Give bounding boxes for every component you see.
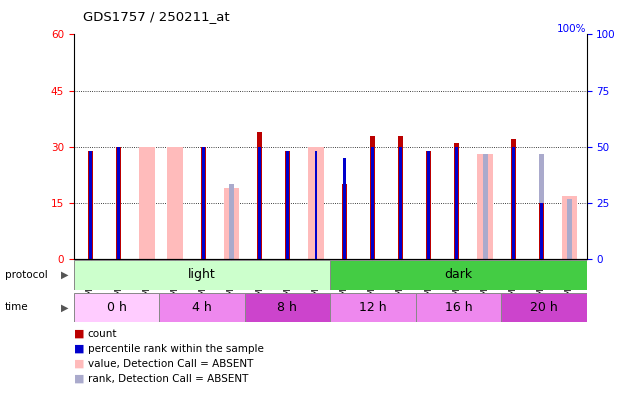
Bar bbox=[229, 184, 234, 259]
Bar bbox=[343, 158, 345, 259]
Bar bbox=[258, 147, 261, 259]
Bar bbox=[540, 203, 543, 259]
Bar bbox=[539, 154, 544, 259]
Bar bbox=[501, 293, 587, 322]
Text: 100%: 100% bbox=[557, 24, 587, 34]
Bar bbox=[315, 151, 317, 259]
Text: 0 h: 0 h bbox=[106, 301, 126, 314]
Bar bbox=[74, 260, 330, 290]
Text: ■: ■ bbox=[74, 374, 84, 384]
Bar bbox=[202, 147, 204, 259]
Bar bbox=[512, 147, 515, 259]
Bar bbox=[89, 151, 92, 259]
Bar bbox=[287, 151, 289, 259]
Bar bbox=[201, 147, 206, 259]
Text: ■: ■ bbox=[74, 359, 84, 369]
Text: light: light bbox=[188, 269, 216, 281]
Text: ▶: ▶ bbox=[61, 270, 69, 280]
Bar bbox=[159, 293, 245, 322]
Text: ■: ■ bbox=[74, 344, 84, 354]
Bar bbox=[245, 293, 330, 322]
Text: 12 h: 12 h bbox=[359, 301, 387, 314]
Text: protocol: protocol bbox=[5, 270, 48, 280]
Bar bbox=[117, 147, 121, 259]
Bar bbox=[371, 147, 374, 259]
Bar bbox=[454, 143, 460, 259]
Text: 20 h: 20 h bbox=[530, 301, 558, 314]
Text: value, Detection Call = ABSENT: value, Detection Call = ABSENT bbox=[88, 359, 253, 369]
Bar bbox=[330, 293, 415, 322]
Text: GDS1757 / 250211_at: GDS1757 / 250211_at bbox=[83, 10, 230, 23]
Bar bbox=[539, 203, 544, 259]
Bar bbox=[330, 260, 587, 290]
Bar bbox=[562, 196, 578, 259]
Text: ▶: ▶ bbox=[61, 303, 69, 312]
Bar bbox=[567, 199, 572, 259]
Text: time: time bbox=[5, 303, 29, 312]
Bar bbox=[370, 136, 375, 259]
Text: 16 h: 16 h bbox=[444, 301, 472, 314]
Bar bbox=[88, 151, 93, 259]
Bar bbox=[224, 188, 239, 259]
Text: ■: ■ bbox=[74, 329, 84, 339]
Text: count: count bbox=[88, 329, 117, 339]
Bar bbox=[426, 151, 431, 259]
Bar bbox=[74, 293, 159, 322]
Text: percentile rank within the sample: percentile rank within the sample bbox=[88, 344, 263, 354]
Bar bbox=[456, 147, 458, 259]
Bar bbox=[415, 293, 501, 322]
Bar bbox=[257, 132, 262, 259]
Bar bbox=[308, 147, 324, 259]
Text: dark: dark bbox=[444, 269, 472, 281]
Bar bbox=[342, 184, 347, 259]
Bar bbox=[285, 151, 290, 259]
Bar bbox=[116, 147, 121, 259]
Bar bbox=[428, 151, 430, 259]
Text: rank, Detection Call = ABSENT: rank, Detection Call = ABSENT bbox=[88, 374, 248, 384]
Bar bbox=[483, 154, 488, 259]
Bar bbox=[398, 136, 403, 259]
Bar bbox=[511, 139, 516, 259]
Bar bbox=[478, 154, 493, 259]
Bar bbox=[167, 147, 183, 259]
Text: 8 h: 8 h bbox=[278, 301, 297, 314]
Bar bbox=[139, 147, 154, 259]
Text: 4 h: 4 h bbox=[192, 301, 212, 314]
Bar bbox=[399, 147, 402, 259]
